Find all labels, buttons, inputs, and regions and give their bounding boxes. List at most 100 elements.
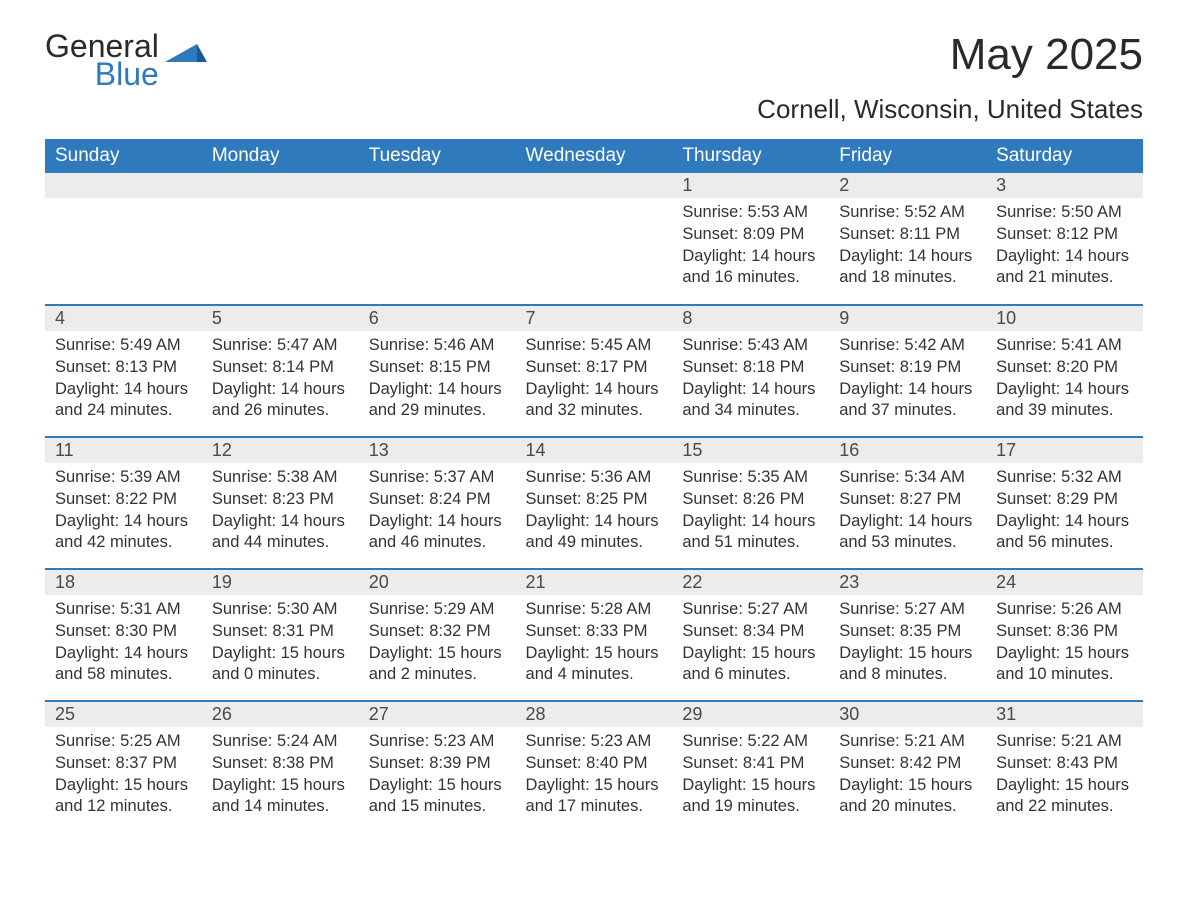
sunrise-text: Sunrise: 5:21 AM <box>996 731 1133 753</box>
sunset-text: Sunset: 8:31 PM <box>212 621 349 643</box>
sunset-text: Sunset: 8:23 PM <box>212 489 349 511</box>
daylight-text: Daylight: 15 hours and 20 minutes. <box>839 775 976 819</box>
daylight-text: Daylight: 14 hours and 39 minutes. <box>996 379 1133 423</box>
day-number: 8 <box>672 306 829 331</box>
daylight-text: Daylight: 15 hours and 4 minutes. <box>526 643 663 687</box>
sunrise-text: Sunrise: 5:23 AM <box>369 731 506 753</box>
sunset-text: Sunset: 8:24 PM <box>369 489 506 511</box>
daylight-text: Daylight: 14 hours and 44 minutes. <box>212 511 349 555</box>
sunset-text: Sunset: 8:34 PM <box>682 621 819 643</box>
sunrise-text: Sunrise: 5:42 AM <box>839 335 976 357</box>
day-number: 18 <box>45 570 202 595</box>
day-number: 16 <box>829 438 986 463</box>
day-body: Sunrise: 5:21 AMSunset: 8:42 PMDaylight:… <box>829 727 986 826</box>
day-body: Sunrise: 5:24 AMSunset: 8:38 PMDaylight:… <box>202 727 359 826</box>
calendar-cell: 30Sunrise: 5:21 AMSunset: 8:42 PMDayligh… <box>829 701 986 833</box>
weekday-header: Monday <box>202 139 359 173</box>
sunset-text: Sunset: 8:30 PM <box>55 621 192 643</box>
calendar-cell: 31Sunrise: 5:21 AMSunset: 8:43 PMDayligh… <box>986 701 1143 833</box>
calendar-cell: 27Sunrise: 5:23 AMSunset: 8:39 PMDayligh… <box>359 701 516 833</box>
sunset-text: Sunset: 8:33 PM <box>526 621 663 643</box>
calendar-cell: 25Sunrise: 5:25 AMSunset: 8:37 PMDayligh… <box>45 701 202 833</box>
sunset-text: Sunset: 8:43 PM <box>996 753 1133 775</box>
sunrise-text: Sunrise: 5:52 AM <box>839 202 976 224</box>
sunset-text: Sunset: 8:25 PM <box>526 489 663 511</box>
sunset-text: Sunset: 8:27 PM <box>839 489 976 511</box>
day-body: Sunrise: 5:39 AMSunset: 8:22 PMDaylight:… <box>45 463 202 562</box>
daylight-text: Daylight: 14 hours and 21 minutes. <box>996 246 1133 290</box>
calendar-cell: 23Sunrise: 5:27 AMSunset: 8:35 PMDayligh… <box>829 569 986 701</box>
sunset-text: Sunset: 8:22 PM <box>55 489 192 511</box>
calendar-cell: 14Sunrise: 5:36 AMSunset: 8:25 PMDayligh… <box>516 437 673 569</box>
day-number: 20 <box>359 570 516 595</box>
sunset-text: Sunset: 8:14 PM <box>212 357 349 379</box>
daylight-text: Daylight: 14 hours and 18 minutes. <box>839 246 976 290</box>
sunset-text: Sunset: 8:20 PM <box>996 357 1133 379</box>
calendar-cell: 13Sunrise: 5:37 AMSunset: 8:24 PMDayligh… <box>359 437 516 569</box>
title-block: May 2025 Cornell, Wisconsin, United Stat… <box>757 30 1143 125</box>
sunset-text: Sunset: 8:38 PM <box>212 753 349 775</box>
daylight-text: Daylight: 14 hours and 24 minutes. <box>55 379 192 423</box>
daylight-text: Daylight: 14 hours and 16 minutes. <box>682 246 819 290</box>
daylight-text: Daylight: 14 hours and 53 minutes. <box>839 511 976 555</box>
calendar-cell: 9Sunrise: 5:42 AMSunset: 8:19 PMDaylight… <box>829 305 986 437</box>
day-number: 28 <box>516 702 673 727</box>
day-body: Sunrise: 5:53 AMSunset: 8:09 PMDaylight:… <box>672 198 829 297</box>
day-number: 12 <box>202 438 359 463</box>
calendar-table: SundayMondayTuesdayWednesdayThursdayFrid… <box>45 139 1143 833</box>
day-number: 1 <box>672 173 829 198</box>
day-number: 31 <box>986 702 1143 727</box>
day-number: 26 <box>202 702 359 727</box>
day-number: 22 <box>672 570 829 595</box>
sunset-text: Sunset: 8:35 PM <box>839 621 976 643</box>
sunrise-text: Sunrise: 5:38 AM <box>212 467 349 489</box>
daylight-text: Daylight: 14 hours and 26 minutes. <box>212 379 349 423</box>
day-number-empty <box>359 173 516 198</box>
day-body: Sunrise: 5:35 AMSunset: 8:26 PMDaylight:… <box>672 463 829 562</box>
day-body: Sunrise: 5:21 AMSunset: 8:43 PMDaylight:… <box>986 727 1143 826</box>
calendar-cell: 2Sunrise: 5:52 AMSunset: 8:11 PMDaylight… <box>829 173 986 305</box>
day-number: 6 <box>359 306 516 331</box>
sunset-text: Sunset: 8:41 PM <box>682 753 819 775</box>
day-body: Sunrise: 5:25 AMSunset: 8:37 PMDaylight:… <box>45 727 202 826</box>
sunrise-text: Sunrise: 5:50 AM <box>996 202 1133 224</box>
day-body: Sunrise: 5:38 AMSunset: 8:23 PMDaylight:… <box>202 463 359 562</box>
calendar-header: SundayMondayTuesdayWednesdayThursdayFrid… <box>45 139 1143 173</box>
calendar-cell: 28Sunrise: 5:23 AMSunset: 8:40 PMDayligh… <box>516 701 673 833</box>
day-number: 27 <box>359 702 516 727</box>
day-number: 29 <box>672 702 829 727</box>
calendar-cell: 12Sunrise: 5:38 AMSunset: 8:23 PMDayligh… <box>202 437 359 569</box>
day-number: 14 <box>516 438 673 463</box>
daylight-text: Daylight: 14 hours and 46 minutes. <box>369 511 506 555</box>
weekday-header: Thursday <box>672 139 829 173</box>
weekday-header: Tuesday <box>359 139 516 173</box>
calendar-cell: 5Sunrise: 5:47 AMSunset: 8:14 PMDaylight… <box>202 305 359 437</box>
month-title: May 2025 <box>757 30 1143 80</box>
daylight-text: Daylight: 15 hours and 8 minutes. <box>839 643 976 687</box>
daylight-text: Daylight: 15 hours and 19 minutes. <box>682 775 819 819</box>
calendar-cell <box>516 173 673 305</box>
day-body: Sunrise: 5:30 AMSunset: 8:31 PMDaylight:… <box>202 595 359 694</box>
calendar-cell <box>359 173 516 305</box>
sunrise-text: Sunrise: 5:23 AM <box>526 731 663 753</box>
daylight-text: Daylight: 15 hours and 14 minutes. <box>212 775 349 819</box>
sunrise-text: Sunrise: 5:28 AM <box>526 599 663 621</box>
sunrise-text: Sunrise: 5:31 AM <box>55 599 192 621</box>
daylight-text: Daylight: 14 hours and 58 minutes. <box>55 643 192 687</box>
calendar-cell <box>45 173 202 305</box>
sunset-text: Sunset: 8:09 PM <box>682 224 819 246</box>
sunset-text: Sunset: 8:12 PM <box>996 224 1133 246</box>
calendar-cell: 6Sunrise: 5:46 AMSunset: 8:15 PMDaylight… <box>359 305 516 437</box>
sunset-text: Sunset: 8:13 PM <box>55 357 192 379</box>
daylight-text: Daylight: 14 hours and 56 minutes. <box>996 511 1133 555</box>
day-body: Sunrise: 5:42 AMSunset: 8:19 PMDaylight:… <box>829 331 986 430</box>
calendar-week: 4Sunrise: 5:49 AMSunset: 8:13 PMDaylight… <box>45 305 1143 437</box>
sunset-text: Sunset: 8:15 PM <box>369 357 506 379</box>
calendar-cell: 21Sunrise: 5:28 AMSunset: 8:33 PMDayligh… <box>516 569 673 701</box>
day-body: Sunrise: 5:49 AMSunset: 8:13 PMDaylight:… <box>45 331 202 430</box>
day-body: Sunrise: 5:26 AMSunset: 8:36 PMDaylight:… <box>986 595 1143 694</box>
sunrise-text: Sunrise: 5:26 AM <box>996 599 1133 621</box>
sunrise-text: Sunrise: 5:37 AM <box>369 467 506 489</box>
calendar-cell: 3Sunrise: 5:50 AMSunset: 8:12 PMDaylight… <box>986 173 1143 305</box>
day-body: Sunrise: 5:45 AMSunset: 8:17 PMDaylight:… <box>516 331 673 430</box>
